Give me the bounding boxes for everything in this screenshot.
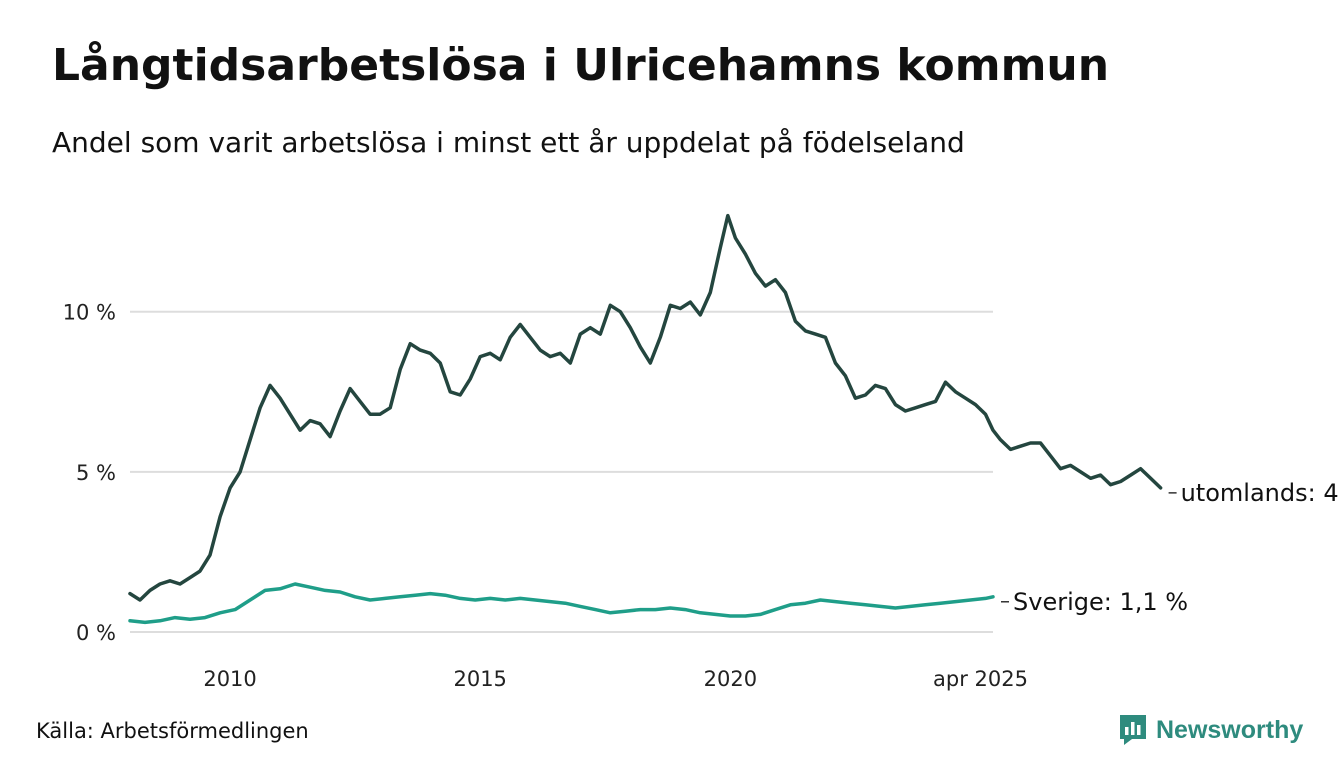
series-lines: [128, 213, 1163, 625]
x-tick-label: apr 2025: [933, 667, 1028, 691]
x-axis: 2010 2015 2020 apr 2025: [203, 667, 1028, 691]
end-label-utomlands: utomlands: 4,5 %: [1181, 479, 1340, 507]
x-tick-label: 2015: [453, 667, 506, 691]
grid-lines: [130, 310, 993, 633]
x-tick-label: 2010: [203, 667, 256, 691]
series-line-sverige: [128, 582, 995, 625]
newsworthy-logo-icon: [1120, 715, 1146, 745]
x-tick-label: 2020: [704, 667, 757, 691]
y-axis: 0 % 5 % 10 %: [63, 301, 116, 645]
chart-title: Långtidsarbetslösa i Ulricehamns kommun: [52, 40, 1110, 91]
y-tick-label: 0 %: [76, 621, 116, 645]
series-line-utomlands: [128, 213, 1163, 602]
end-label-sverige: Sverige: 1,1 %: [1013, 588, 1188, 616]
y-tick-label: 5 %: [76, 461, 116, 485]
chart-subtitle: Andel som varit arbetslösa i minst ett å…: [52, 126, 965, 159]
end-labels: utomlands: 4,5 % Sverige: 1,1 %: [1001, 479, 1340, 616]
brand-logo: Newsworthy: [1118, 713, 1303, 747]
y-tick-label: 10 %: [63, 301, 116, 325]
brand-name: Newsworthy: [1156, 715, 1304, 744]
source-note: Källa: Arbetsförmedlingen: [36, 719, 309, 743]
